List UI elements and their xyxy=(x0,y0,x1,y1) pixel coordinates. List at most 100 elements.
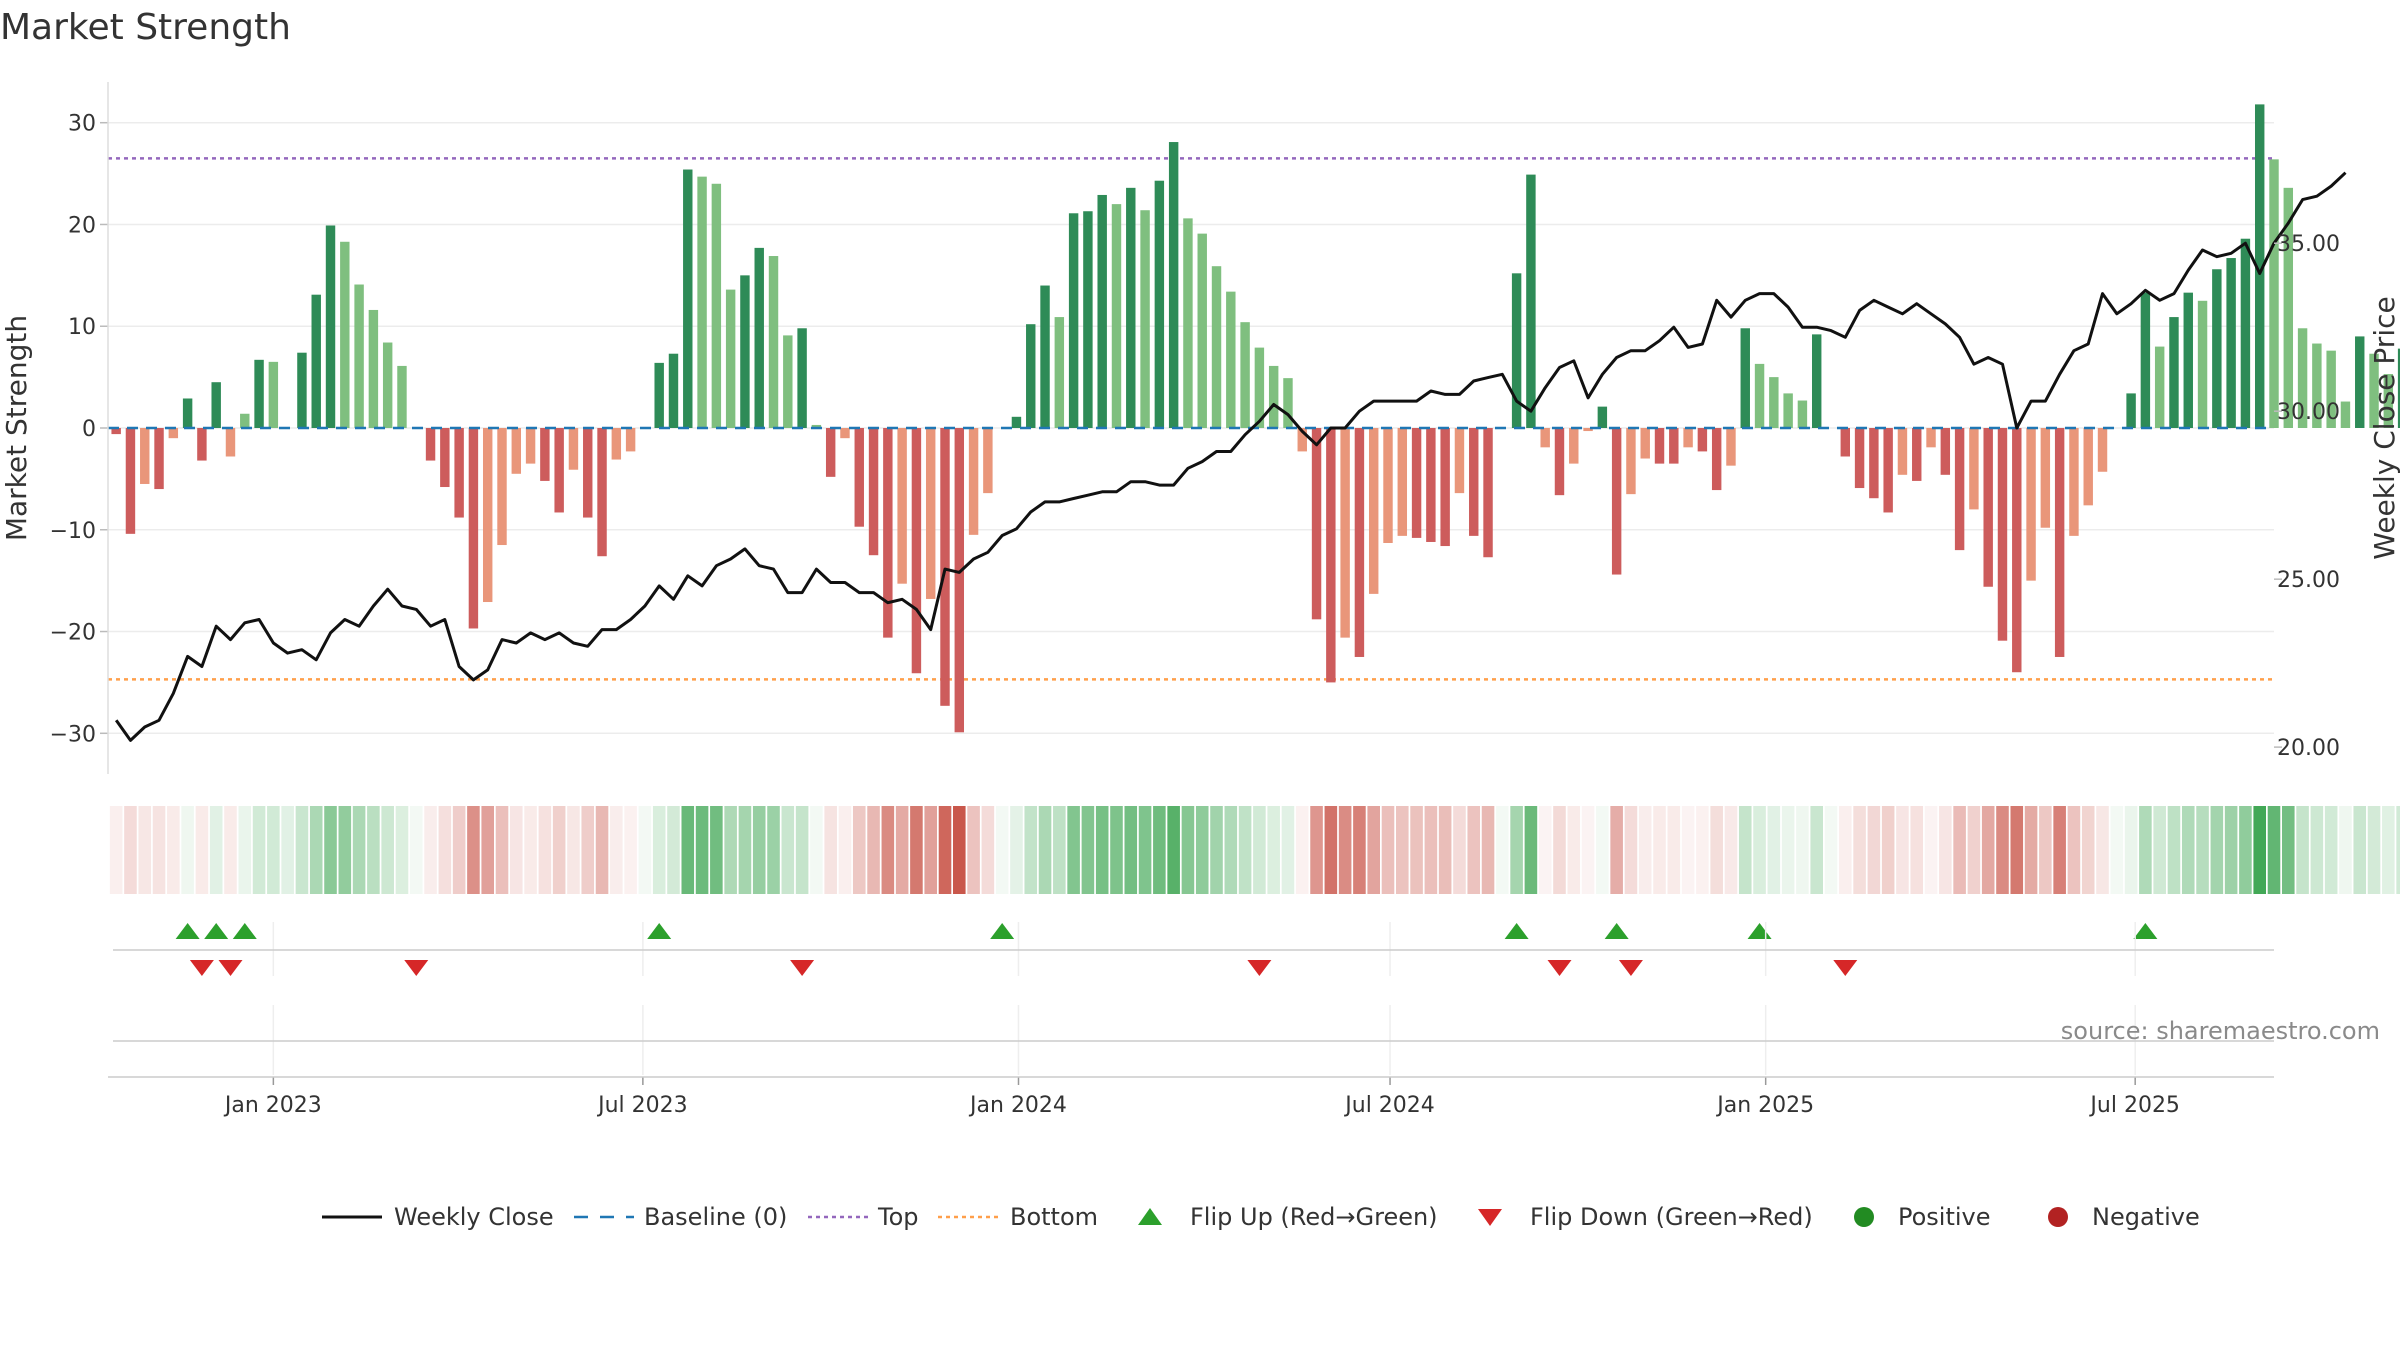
strength-bar xyxy=(2269,159,2279,428)
strip-cell xyxy=(267,806,280,894)
strength-bar xyxy=(1940,428,1951,475)
strip-cell xyxy=(2339,806,2352,894)
strip-cell xyxy=(838,806,852,894)
strength-bar xyxy=(2040,428,2051,528)
strip-cell xyxy=(1681,806,1695,894)
strip-cell xyxy=(1524,806,1538,894)
strength-bar xyxy=(154,428,164,490)
flip-down-marker xyxy=(218,960,243,976)
strip-cell xyxy=(281,806,294,894)
strength-bar xyxy=(1183,218,1193,428)
strength-bar xyxy=(1297,428,1307,452)
strip-cell xyxy=(510,806,523,894)
strip-cell xyxy=(395,806,409,894)
y-axis-title: Market Strength xyxy=(0,315,33,541)
strip-cell xyxy=(1810,806,1823,894)
strength-bar xyxy=(182,398,193,428)
strength-bar xyxy=(683,169,693,429)
strip-cell xyxy=(1839,806,1852,894)
strength-bar xyxy=(1311,428,1322,620)
strip-cell xyxy=(1338,806,1352,894)
y-tick-label: 30 xyxy=(68,112,96,137)
strength-bar xyxy=(968,428,979,535)
y-axis-left: −30 −20 −10 0 10 20 30 xyxy=(50,82,109,774)
strength-bar xyxy=(2012,428,2022,673)
strip-cell xyxy=(752,806,766,894)
strength-bar xyxy=(1254,347,1265,428)
strip-cell xyxy=(724,806,737,894)
strength-bar xyxy=(111,428,121,435)
strength-bar xyxy=(740,275,750,428)
strip-cell xyxy=(338,806,352,894)
strength-bar xyxy=(611,428,622,460)
strip-cell xyxy=(2053,806,2066,894)
strength-bar xyxy=(1154,180,1165,428)
flip-down-marker xyxy=(189,960,214,976)
strip-cell xyxy=(181,806,194,894)
strip-cell xyxy=(1095,806,1109,894)
strength-bar xyxy=(897,428,907,584)
x-tick-label: Jul 2025 xyxy=(2088,1093,2180,1118)
strength-bar xyxy=(754,247,764,428)
y2-tick-label: 35.00 xyxy=(2277,232,2340,257)
legend-label: Flip Down (Green→Red) xyxy=(1530,1203,1813,1231)
strength-bar xyxy=(2212,269,2222,428)
strip-cell xyxy=(2124,806,2138,894)
strength-bar xyxy=(2026,428,2036,581)
strip-cell xyxy=(1081,806,1095,894)
strip-cell xyxy=(2224,806,2238,894)
strip-cell xyxy=(1781,806,1795,894)
strip-cell xyxy=(2324,806,2338,894)
strip-cell xyxy=(2210,806,2224,894)
strength-bar xyxy=(1340,428,1350,638)
strip-cell xyxy=(2253,806,2266,894)
strip-cell xyxy=(1438,806,1452,894)
strength-bar xyxy=(1969,428,1979,510)
strip-cell xyxy=(167,806,180,894)
strip-cell xyxy=(467,806,480,894)
strip-cell xyxy=(1353,806,1366,894)
legend-item-close: Weekly Close xyxy=(322,1203,554,1231)
strip-cell xyxy=(309,806,323,894)
x-tick-label: Jan 2023 xyxy=(223,1093,322,1118)
strength-bar xyxy=(540,428,550,481)
strip-cell xyxy=(1253,806,1266,894)
legend-item-flip_up: Flip Up (Red→Green) xyxy=(1138,1203,1438,1231)
strength-bar xyxy=(382,342,393,428)
strip-cell xyxy=(1281,806,1295,894)
strength-bar xyxy=(983,428,993,494)
strip-cell xyxy=(1138,806,1152,894)
strength-bar xyxy=(1068,213,1079,428)
strength-bar xyxy=(1054,317,1065,428)
strength-bar xyxy=(697,176,707,428)
strip-cell xyxy=(138,806,152,894)
strip-cell xyxy=(1881,806,1895,894)
strip-cell xyxy=(995,806,1009,894)
strip-cell xyxy=(252,806,266,894)
strip-cell xyxy=(1824,806,1838,894)
strip-cell xyxy=(209,806,223,894)
strength-bar xyxy=(1683,428,1693,448)
strip-cell xyxy=(710,806,723,894)
strength-bar xyxy=(883,428,893,638)
legend-label: Negative xyxy=(2092,1203,2200,1231)
strip-cell xyxy=(2081,806,2095,894)
strip-cell xyxy=(481,806,495,894)
strength-bar xyxy=(1740,328,1750,428)
strength-bar xyxy=(1354,428,1365,657)
strength-bar xyxy=(1140,210,1150,428)
strip-cell xyxy=(1367,806,1380,894)
strength-bar xyxy=(1783,393,1793,428)
strength-bar xyxy=(2097,428,2108,472)
strip-cell xyxy=(767,806,780,894)
strength-bar xyxy=(568,428,579,470)
strip-cell xyxy=(1038,806,1052,894)
strength-bar xyxy=(1769,377,1779,428)
legend-item-baseline: Baseline (0) xyxy=(574,1203,787,1231)
strip-cell xyxy=(124,806,137,894)
strip-cell xyxy=(1410,806,1423,894)
strip-cell xyxy=(781,806,795,894)
strength-bar xyxy=(482,428,493,603)
strength-bar xyxy=(1226,291,1236,428)
